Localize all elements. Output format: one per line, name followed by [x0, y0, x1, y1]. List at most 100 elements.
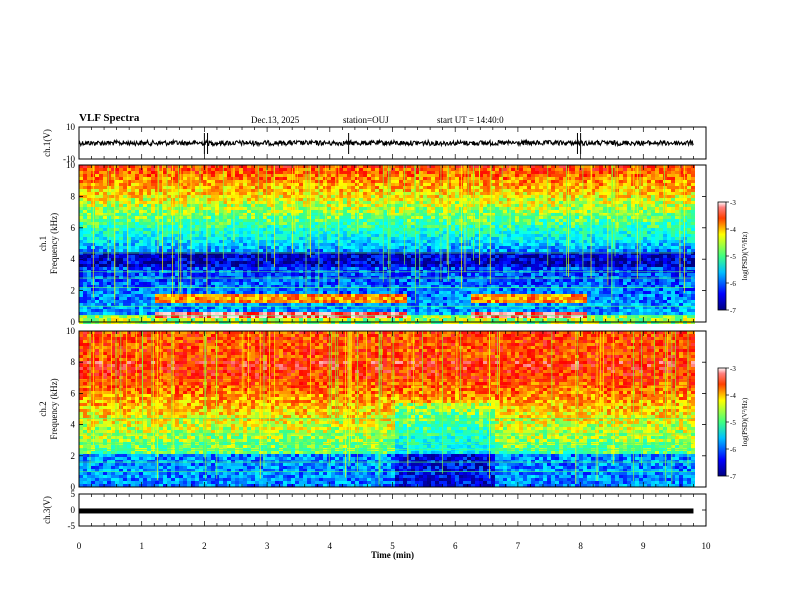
- ch1-spectrogram-cell: [587, 207, 591, 210]
- ch1-spectrogram-cell: [499, 255, 503, 258]
- ch1-spectrogram-cell: [211, 207, 215, 210]
- ch1-spectrogram-cell: [451, 231, 455, 234]
- ch1-spectrogram-cell: [623, 219, 627, 222]
- ch1-spectrogram-cell: [655, 210, 659, 213]
- ch1-spectrogram-cell: [159, 174, 163, 177]
- ch1-spectrogram-cell: [183, 198, 187, 201]
- ch1-spectrogram-cell: [527, 228, 531, 231]
- ch1-spectrogram-cell: [491, 177, 495, 180]
- ch1-spectrogram-cell: [419, 165, 423, 168]
- ch1-spectrogram-cell: [679, 246, 683, 249]
- ch1-spectrogram-cell: [599, 237, 603, 240]
- ch1-spectrogram-cell: [555, 213, 559, 216]
- ch1-spectrogram-cell: [287, 201, 291, 204]
- ch1-spectrogram-cell: [483, 216, 487, 219]
- ch1-spectrogram-cell: [339, 189, 343, 192]
- ch1-spectrogram-cell: [355, 225, 359, 228]
- ch1-spectrogram-cell: [139, 171, 143, 174]
- ch1-spectrogram-cell: [571, 186, 575, 189]
- ch1-spectrogram-cell: [411, 180, 415, 183]
- ch1-spectrogram-cell: [511, 213, 515, 216]
- ch1-spectrogram-cell: [503, 171, 507, 174]
- ch1-spectrogram-cell: [371, 198, 375, 201]
- ch1-spectrogram-cell: [343, 225, 347, 228]
- ch1-spectrogram-cell: [207, 201, 211, 204]
- ch1-spectrogram-cell: [279, 207, 283, 210]
- ch1-spectrogram-cell: [455, 255, 459, 258]
- ch1-spectrogram-cell: [255, 255, 259, 258]
- ch1-spectrogram-cell: [575, 165, 579, 168]
- ch1-spectrogram-cell: [335, 177, 339, 180]
- ch1-spectrogram-cell: [127, 192, 131, 195]
- ch1-spectrogram-cell: [615, 243, 619, 246]
- ch1-spectrogram-cell: [331, 168, 335, 171]
- ch1-spectrogram-cell: [367, 198, 371, 201]
- ch1-spectrogram-cell: [87, 210, 91, 213]
- ch1-spectrogram-cell: [347, 186, 351, 189]
- ch1-spectrogram-cell: [99, 189, 103, 192]
- ch1-spectrogram-cell: [339, 171, 343, 174]
- ch1-spectrogram-cell: [231, 198, 235, 201]
- ch1-spectrogram-cell: [327, 240, 331, 243]
- ch1-spectrogram-cell: [575, 201, 579, 204]
- ch1-spectrogram-cell: [467, 171, 471, 174]
- ch1-spectrogram-cell: [487, 177, 491, 180]
- ch1-spectrogram-cell: [395, 168, 399, 171]
- ch1-spectrogram-cell: [283, 225, 287, 228]
- ch1-spectrogram-cell: [259, 177, 263, 180]
- ch1-spectrogram-cell: [391, 216, 395, 219]
- ch1-spectrogram-cell: [331, 228, 335, 231]
- ch1-spectrogram-cell: [627, 213, 631, 216]
- ch1-spectrogram-cell: [583, 207, 587, 210]
- ch1-spectrogram-cell: [203, 192, 207, 195]
- ch1-spectrogram-cell: [239, 228, 243, 231]
- ch1-spectrogram-cell: [371, 234, 375, 237]
- ch1-spectrogram-cell: [447, 174, 451, 177]
- ch1-spectrogram-cell: [115, 189, 119, 192]
- ch1-spectrogram-cell: [95, 219, 99, 222]
- ch1-spectrogram-cell: [379, 198, 383, 201]
- ch1-spectrogram-cell: [135, 228, 139, 231]
- ch1-spectrogram-cell: [603, 237, 607, 240]
- ch1-spectrogram-cell: [559, 198, 563, 201]
- ch1-spectrogram-cell: [451, 177, 455, 180]
- ch1-spectrogram-cell: [251, 252, 255, 255]
- ch1-spectrogram-cell: [407, 234, 411, 237]
- ch1-spectrogram-cell: [471, 219, 475, 222]
- ch1-spectrogram-cell: [343, 255, 347, 258]
- ch1-spectrogram-cell: [351, 255, 355, 258]
- ch1-spectrogram-cell: [431, 234, 435, 237]
- ch1-spectrogram-cell: [543, 246, 547, 249]
- ch1-spectrogram-cell: [483, 246, 487, 249]
- ch1-spectrogram-cell: [551, 222, 555, 225]
- ch1-spectrogram-cell: [343, 246, 347, 249]
- ch1-spectrogram-cell: [419, 240, 423, 243]
- ch1-spectrogram-cell: [507, 195, 511, 198]
- ch1-spectrogram-cell: [95, 213, 99, 216]
- ch1-spectrogram-cell: [239, 177, 243, 180]
- ch1-spectrogram-cell: [347, 216, 351, 219]
- ch1-spectrogram-cell: [227, 255, 231, 258]
- ch1-spectrogram-cell: [127, 174, 131, 177]
- ch1-spectrogram-cell: [603, 174, 607, 177]
- ch1-spectrogram-cell: [483, 171, 487, 174]
- ch1-spectrogram-cell: [683, 165, 687, 168]
- ch1-spectrogram-cell: [275, 201, 279, 204]
- ch1-spectrogram-cell: [583, 213, 587, 216]
- ch1-spectrogram-cell: [203, 174, 207, 177]
- ch1-spectrogram-cell: [607, 192, 611, 195]
- ch1-spectrogram-cell: [151, 219, 155, 222]
- ch1-spectrogram-cell: [539, 222, 543, 225]
- ch1-spectrogram-cell: [311, 222, 315, 225]
- ch1-spectrogram-cell: [443, 168, 447, 171]
- ch1-spectrogram-cell: [187, 210, 191, 213]
- ch1-spectrogram-cell: [575, 237, 579, 240]
- ch1-spectrogram-cell: [431, 183, 435, 186]
- ch1-spectrogram-cell: [223, 204, 227, 207]
- ch1-spectrogram-cell: [375, 177, 379, 180]
- ch1-spectrogram-cell: [199, 165, 203, 168]
- ch1-spectrogram-cell: [203, 177, 207, 180]
- ch1-spectrogram-cell: [191, 171, 195, 174]
- ch1-spectrogram-cell: [659, 207, 663, 210]
- ch1-spectrogram-cell: [555, 204, 559, 207]
